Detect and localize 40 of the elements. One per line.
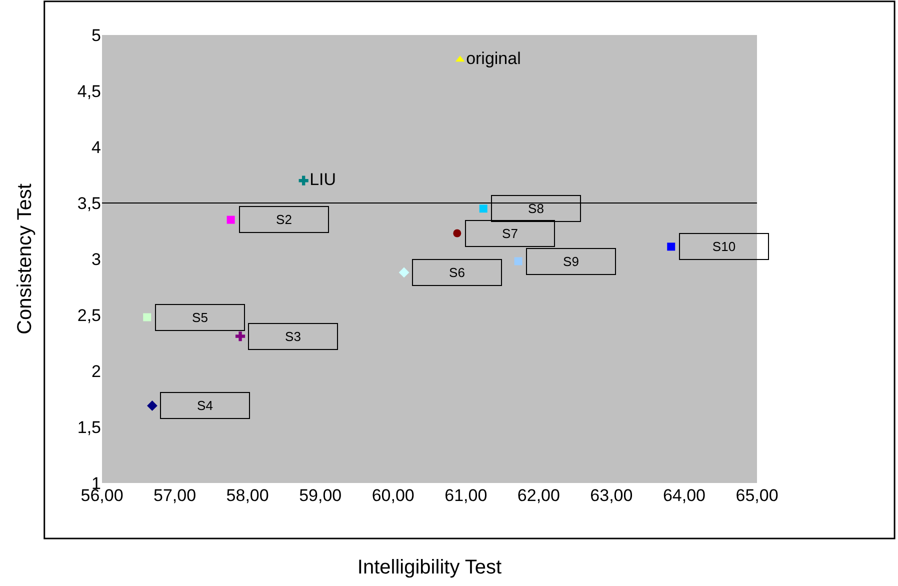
x-tick-label: 62,00 bbox=[517, 486, 560, 505]
point bbox=[298, 176, 308, 186]
point bbox=[479, 204, 488, 213]
y-tick-label: 4 bbox=[92, 138, 101, 157]
point bbox=[667, 242, 676, 251]
x-tick-label: 63,00 bbox=[590, 486, 633, 505]
y-tick-label: 3 bbox=[92, 250, 101, 269]
text: S6 bbox=[449, 265, 465, 280]
x-tick-label: 60,00 bbox=[372, 486, 414, 505]
x-tick-label: 61,00 bbox=[444, 486, 488, 505]
text: S8 bbox=[528, 201, 544, 216]
text: S9 bbox=[563, 254, 579, 269]
x-tick-label: 58,00 bbox=[226, 486, 269, 505]
x-tick-label: 64,00 bbox=[662, 486, 706, 505]
point bbox=[398, 267, 410, 278]
text: S7 bbox=[502, 226, 518, 241]
point bbox=[143, 313, 152, 322]
text: S3 bbox=[285, 329, 301, 344]
y-tick-label: 5 bbox=[92, 26, 101, 45]
y-axis-title: Consistency Test bbox=[14, 183, 36, 334]
text: S2 bbox=[276, 212, 292, 227]
y-tick-label: 1,5 bbox=[77, 418, 101, 437]
point bbox=[147, 400, 158, 411]
x-tick-label: 57,00 bbox=[154, 486, 196, 505]
text: S10 bbox=[712, 239, 736, 254]
point bbox=[226, 216, 235, 224]
text: S4 bbox=[197, 398, 213, 413]
point bbox=[453, 229, 462, 238]
y-tick-label: 2 bbox=[92, 362, 101, 381]
x-tick-label: 65,00 bbox=[736, 486, 778, 505]
series-label: original bbox=[466, 48, 521, 68]
y-tick-label: 4,5 bbox=[77, 82, 101, 101]
y-tick-label: 2,5 bbox=[77, 306, 101, 325]
y-tick-label: 3,5 bbox=[77, 194, 101, 213]
point bbox=[514, 257, 522, 266]
point bbox=[235, 331, 246, 342]
series-label: LIU bbox=[310, 170, 336, 189]
x-axis-title: Intelligibility Test bbox=[357, 556, 502, 578]
x-tick-label: 59,00 bbox=[299, 486, 342, 505]
text: S5 bbox=[192, 310, 208, 325]
